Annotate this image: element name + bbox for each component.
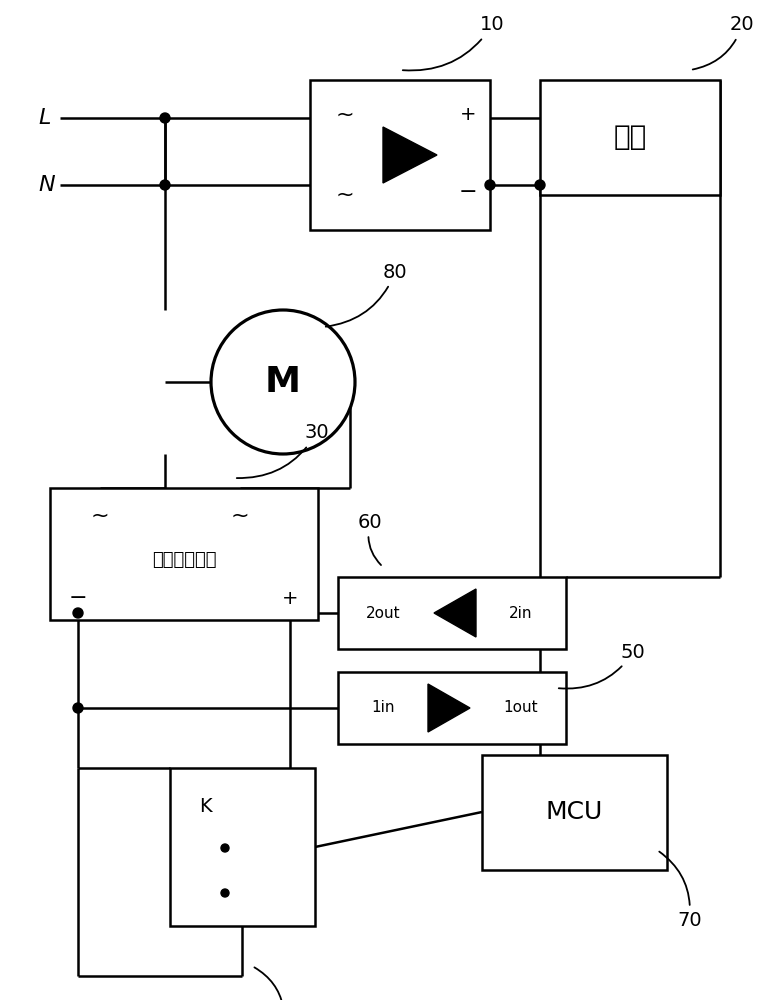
Bar xyxy=(170,768,315,926)
Text: 60: 60 xyxy=(358,512,383,565)
Text: 2in: 2in xyxy=(509,605,532,620)
Circle shape xyxy=(221,844,229,852)
Text: 负载: 负载 xyxy=(613,123,646,151)
Text: 70: 70 xyxy=(660,852,701,930)
Text: −: − xyxy=(69,588,88,608)
Circle shape xyxy=(160,180,170,190)
Text: 30: 30 xyxy=(237,424,329,478)
Bar xyxy=(482,755,667,870)
Text: 1out: 1out xyxy=(504,700,539,716)
Text: MCU: MCU xyxy=(546,800,603,824)
Text: L: L xyxy=(38,108,50,128)
Text: N: N xyxy=(38,175,54,195)
Text: 40: 40 xyxy=(254,967,297,1000)
Text: ~: ~ xyxy=(231,506,250,526)
Text: ~: ~ xyxy=(336,185,354,205)
Text: 2out: 2out xyxy=(366,605,401,620)
Circle shape xyxy=(211,310,355,454)
Text: M: M xyxy=(265,365,301,399)
Text: 80: 80 xyxy=(326,262,408,327)
Text: +: + xyxy=(460,105,477,124)
Text: +: + xyxy=(282,588,298,607)
Text: 1in: 1in xyxy=(371,700,394,716)
Text: ~: ~ xyxy=(336,105,354,125)
Bar xyxy=(540,80,720,195)
Text: K: K xyxy=(198,796,212,816)
Text: ~: ~ xyxy=(91,506,109,526)
Text: 50: 50 xyxy=(559,643,646,689)
Bar xyxy=(310,80,490,230)
Bar xyxy=(50,488,318,620)
Bar xyxy=(338,577,566,649)
Polygon shape xyxy=(383,127,437,183)
Polygon shape xyxy=(428,684,470,732)
Polygon shape xyxy=(434,589,476,637)
Circle shape xyxy=(73,703,83,713)
Circle shape xyxy=(73,608,83,618)
Circle shape xyxy=(221,889,229,897)
Text: 第二整流模块: 第二整流模块 xyxy=(152,551,216,569)
Circle shape xyxy=(535,180,545,190)
Text: 10: 10 xyxy=(403,15,505,70)
Circle shape xyxy=(160,113,170,123)
Text: 20: 20 xyxy=(693,15,755,69)
Text: −: − xyxy=(459,182,477,202)
Circle shape xyxy=(485,180,495,190)
Bar xyxy=(338,672,566,744)
